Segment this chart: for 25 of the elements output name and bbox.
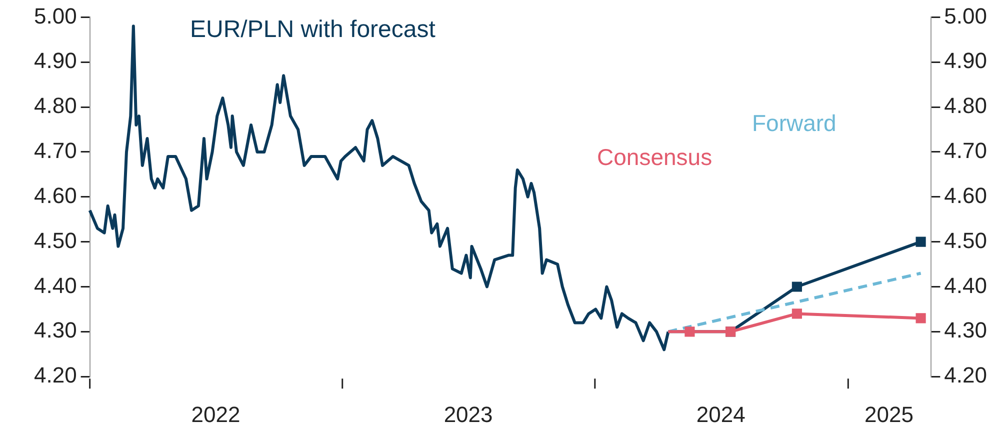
y-tick-label: 4.20 <box>34 362 77 388</box>
x-tick-label: 2024 <box>696 402 746 427</box>
y-tick-label: 4.80 <box>34 93 77 118</box>
y-tick-label: 4.30 <box>34 318 77 343</box>
x-tick-label: 2022 <box>191 402 240 427</box>
y-tick-label: 5.00 <box>34 3 77 28</box>
text: Forward <box>752 110 836 137</box>
y2-tick-label: 4.80 <box>944 93 988 118</box>
y2-tick-label: 4.30 <box>944 318 988 343</box>
y-tick-label: 4.90 <box>34 48 77 74</box>
y-tick-label: 4.50 <box>34 228 77 253</box>
x-tick-label: 2025 <box>864 402 914 427</box>
y2-tick-label: 4.20 <box>944 362 988 388</box>
chart-title: EUR/PLN with forecast <box>190 16 436 44</box>
y-tick-label: 4.40 <box>34 272 77 298</box>
text: Consensus <box>597 144 712 171</box>
y-tick-label: 4.60 <box>34 182 77 208</box>
y2-tick-label: 4.40 <box>944 272 988 298</box>
x-tick-label: 2023 <box>444 402 493 427</box>
y-tick-label: 4.70 <box>34 138 77 164</box>
y2-tick-label: 4.70 <box>944 138 988 164</box>
y2-tick-label: 4.90 <box>944 48 988 74</box>
y2-tick-label: 5.00 <box>944 3 988 28</box>
y2-tick-label: 4.60 <box>944 182 988 208</box>
y2-tick-label: 4.50 <box>944 228 988 253</box>
